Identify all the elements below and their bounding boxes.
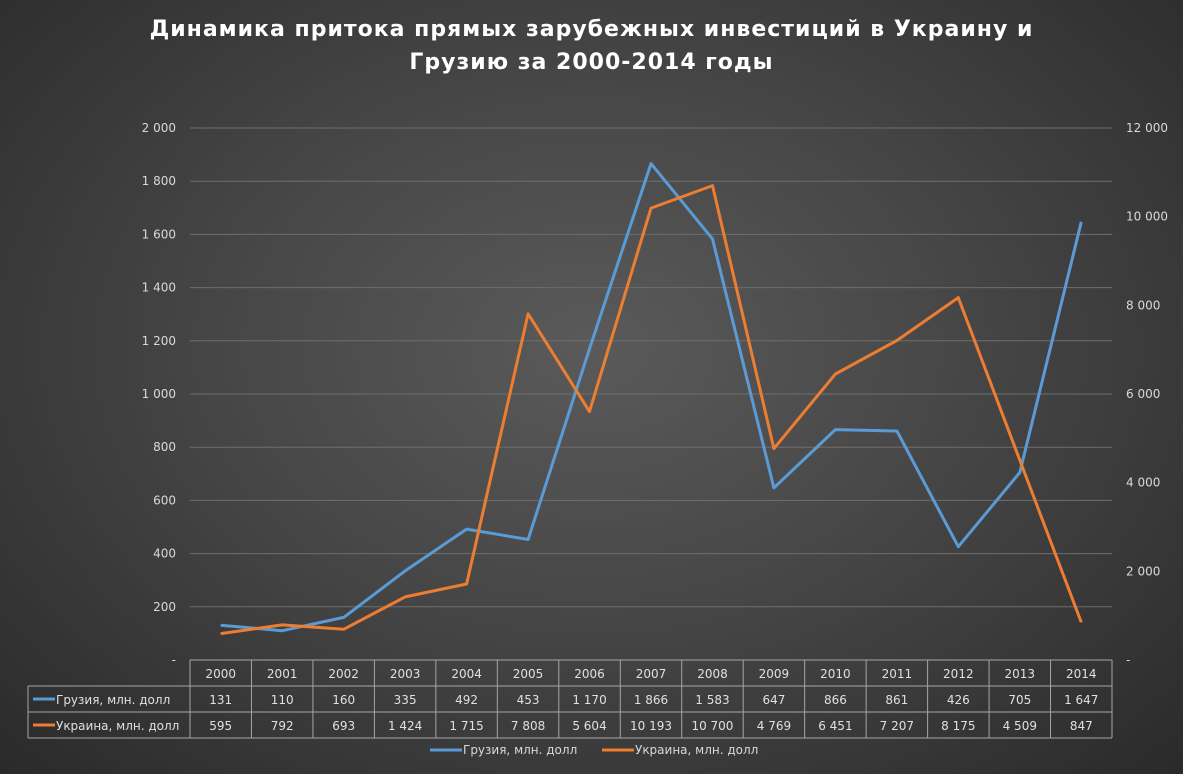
legend-label-0: Грузия, млн. долл <box>463 743 577 757</box>
table-year-2000: 2000 <box>205 667 236 681</box>
table-cell: 8 175 <box>941 719 975 733</box>
table-cell: 453 <box>517 693 540 707</box>
table-year-2009: 2009 <box>759 667 790 681</box>
table-cell: 6 451 <box>818 719 852 733</box>
table-cell: 595 <box>209 719 232 733</box>
left-tick-label: 400 <box>153 547 176 561</box>
left-tick-label: 1 200 <box>142 334 176 348</box>
table-cell: 866 <box>824 693 847 707</box>
table-cell: 492 <box>455 693 478 707</box>
right-tick-label: 6 000 <box>1126 387 1160 401</box>
table-cell: 4 509 <box>1003 719 1037 733</box>
table-cell: 1 170 <box>572 693 606 707</box>
table-cell: 861 <box>885 693 908 707</box>
right-tick-label: 8 000 <box>1126 298 1160 312</box>
series-line-ukraine <box>220 184 1083 636</box>
table-year-2007: 2007 <box>636 667 667 681</box>
table-year-2004: 2004 <box>451 667 482 681</box>
right-tick-label: 4 000 <box>1126 476 1160 490</box>
series-line-georgia <box>220 162 1083 633</box>
table-series-name: Украина, млн. долл <box>56 719 179 733</box>
right-tick-label: 2 000 <box>1126 564 1160 578</box>
left-tick-label: 200 <box>153 600 176 614</box>
table-cell: 647 <box>762 693 785 707</box>
table-cell: 426 <box>947 693 970 707</box>
table-year-2003: 2003 <box>390 667 421 681</box>
table-cell: 7 808 <box>511 719 545 733</box>
table-cell: 4 769 <box>757 719 791 733</box>
table-year-2006: 2006 <box>574 667 605 681</box>
table-cell: 10 700 <box>691 719 733 733</box>
table-cell: 7 207 <box>880 719 914 733</box>
left-tick-label: 2 000 <box>142 121 176 135</box>
table-cell: 1 424 <box>388 719 422 733</box>
table-cell: 10 193 <box>630 719 672 733</box>
table-cell: 705 <box>1008 693 1031 707</box>
table-cell: 693 <box>332 719 355 733</box>
table-cell: 792 <box>271 719 294 733</box>
table-cell: 5 604 <box>572 719 606 733</box>
table-cell: 131 <box>209 693 232 707</box>
right-tick-label: 10 000 <box>1126 210 1168 224</box>
table-cell: 1 866 <box>634 693 668 707</box>
left-tick-label: 1 600 <box>142 227 176 241</box>
table-series-name: Грузия, млн. долл <box>56 693 170 707</box>
table-cell: 1 647 <box>1064 693 1098 707</box>
table-cell: 335 <box>394 693 417 707</box>
table-year-2010: 2010 <box>820 667 851 681</box>
table-cell: 1 583 <box>695 693 729 707</box>
table-year-2013: 2013 <box>1005 667 1036 681</box>
chart-title-line2: Грузию за 2000-2014 годы <box>409 50 774 75</box>
right-tick-label: - <box>1126 653 1130 667</box>
table-year-2014: 2014 <box>1066 667 1097 681</box>
table-year-2005: 2005 <box>513 667 544 681</box>
left-tick-label: 1 400 <box>142 281 176 295</box>
table-cell: 1 715 <box>449 719 483 733</box>
table-year-2012: 2012 <box>943 667 974 681</box>
legend-label-1: Украина, млн. долл <box>635 743 758 757</box>
left-tick-label: 1 000 <box>142 387 176 401</box>
table-year-2011: 2011 <box>882 667 913 681</box>
left-tick-label: 800 <box>153 440 176 454</box>
table-year-2001: 2001 <box>267 667 298 681</box>
left-tick-label: 1 800 <box>142 174 176 188</box>
table-cell: 160 <box>332 693 355 707</box>
right-tick-label: 12 000 <box>1126 121 1168 135</box>
table-cell: 847 <box>1070 719 1093 733</box>
left-tick-label: 600 <box>153 493 176 507</box>
table-cell: 110 <box>271 693 294 707</box>
left-tick-label: - <box>172 653 176 667</box>
chart-title-line1: Динамика притока прямых зарубежных инвес… <box>149 17 1034 42</box>
table-year-2008: 2008 <box>697 667 728 681</box>
table-year-2002: 2002 <box>328 667 359 681</box>
